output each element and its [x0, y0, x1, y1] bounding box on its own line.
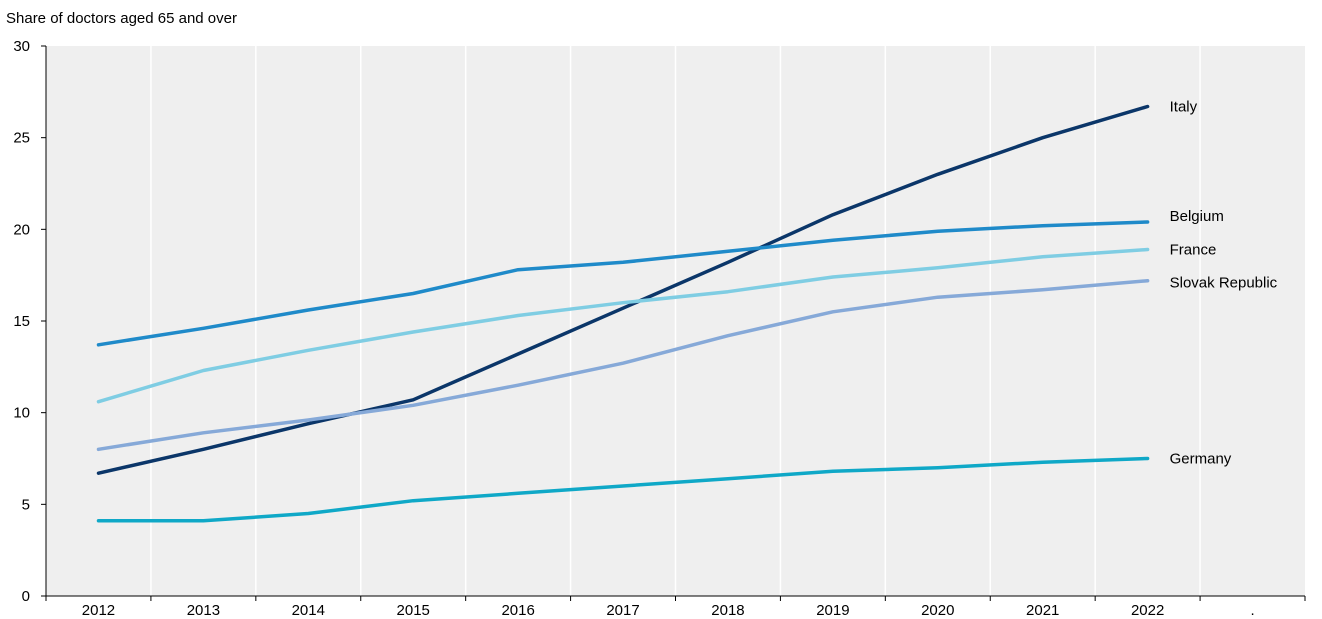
- series-label-france: France: [1170, 242, 1217, 259]
- x-tick-label: 2018: [711, 602, 744, 619]
- y-axis-title: Share of doctors aged 65 and over: [6, 10, 237, 27]
- y-tick-label: 25: [13, 130, 30, 147]
- x-tick-label: 2022: [1131, 602, 1164, 619]
- series-line-france: [96, 247, 1150, 404]
- y-tick-label: 15: [13, 313, 30, 330]
- x-tick-label: 2017: [606, 602, 639, 619]
- series-line-germany: [96, 456, 1150, 523]
- y-tick-label: 20: [13, 221, 30, 238]
- x-tick-label: 2019: [816, 602, 849, 619]
- x-tick-label: 2015: [397, 602, 430, 619]
- y-tick-label: 0: [22, 588, 30, 605]
- gridlines: [150, 46, 1201, 596]
- series-line-slovak-republic: [96, 278, 1150, 452]
- series-line-italy: [96, 104, 1150, 475]
- series-labels: Italy Belgium France Slovak Republic Germany: [1170, 99, 1278, 468]
- series-label-slovak-republic: Slovak Republic: [1170, 275, 1278, 292]
- series-label-germany: Germany: [1170, 451, 1232, 468]
- y-tick-label: 30: [13, 38, 30, 55]
- x-tick-label: 2012: [82, 602, 115, 619]
- x-tick-label: .: [1250, 602, 1254, 619]
- y-tick-label: 5: [22, 496, 30, 513]
- x-tick-label: 2021: [1026, 602, 1059, 619]
- y-axis-ticks: 0 5 10 15 20 25 30: [13, 38, 46, 605]
- x-tick-label: 2016: [501, 602, 534, 619]
- series-lines: [96, 104, 1150, 523]
- x-axis-ticks: 2012 2013 2014 2015 2016 2017 2018 2019 2020 2021…: [45, 596, 1306, 619]
- series-label-italy: Italy: [1170, 99, 1198, 116]
- x-tick-label: 2020: [921, 602, 954, 619]
- x-tick-label: 2013: [187, 602, 220, 619]
- series-label-belgium: Belgium: [1170, 208, 1224, 225]
- y-tick-label: 10: [13, 405, 30, 422]
- x-tick-label: 2014: [292, 602, 325, 619]
- series-line-belgium: [96, 220, 1150, 347]
